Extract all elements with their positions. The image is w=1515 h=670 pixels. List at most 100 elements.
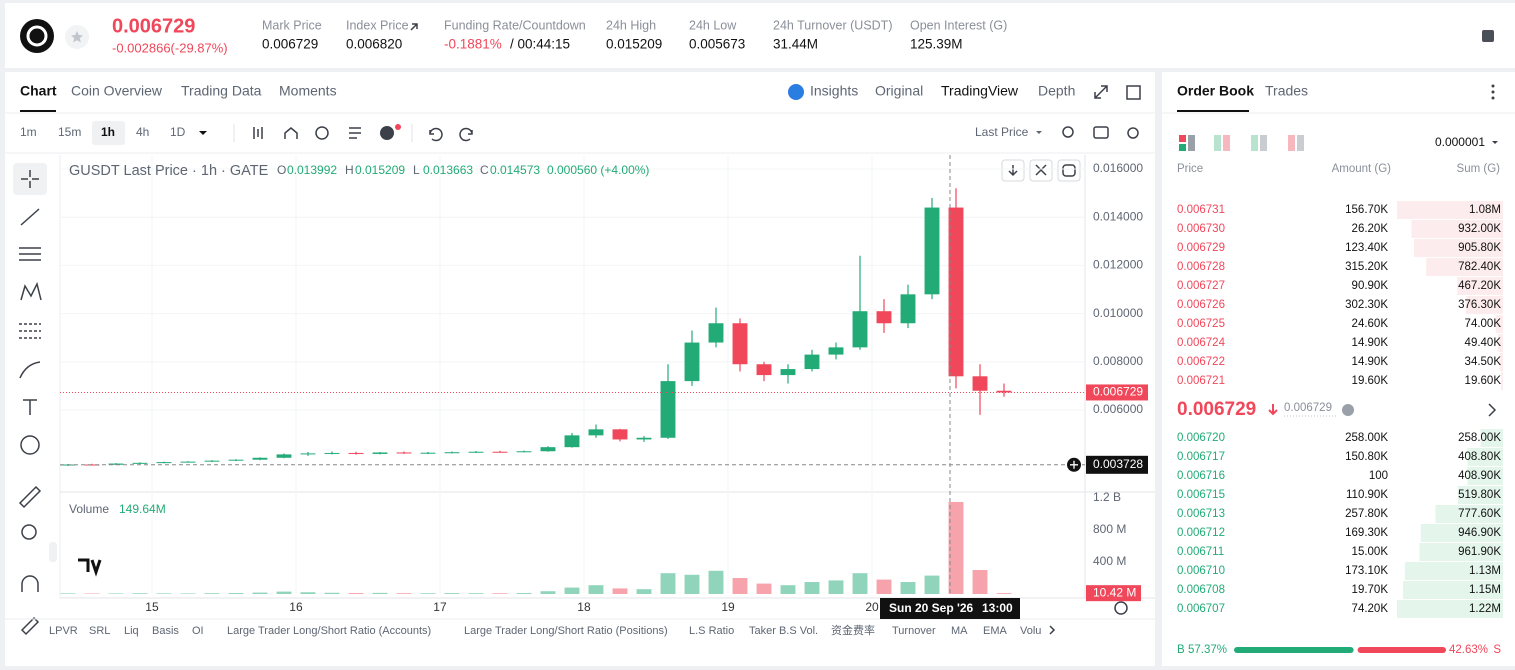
view-tab[interactable]: Original [875, 83, 923, 99]
volume-bar [804, 581, 820, 594]
book-sum: 19.60K [1465, 375, 1502, 387]
indicator[interactable]: Liq [124, 625, 139, 637]
notes-icon[interactable] [1482, 30, 1494, 42]
view-tab[interactable]: TradingView [941, 83, 1019, 99]
fib-tool[interactable] [19, 247, 41, 261]
book-sum: 408.80K [1458, 451, 1501, 463]
fullscreen-icon[interactable] [1094, 85, 1108, 99]
interval[interactable]: 1D [170, 125, 186, 139]
magnet-tool[interactable] [21, 575, 39, 592]
book-sum: 905.80K [1458, 242, 1501, 254]
indicator[interactable]: Large Trader Long/Short Ratio (Positions… [464, 625, 668, 637]
view-alt[interactable] [1288, 135, 1295, 151]
volume-tick-label: 800 M [1093, 522, 1126, 536]
redo-icon[interactable] [459, 127, 473, 142]
stat-label: 24h High [606, 18, 656, 32]
view-both-ask[interactable] [1179, 135, 1186, 142]
view-bids[interactable] [1214, 135, 1221, 151]
reset-button[interactable] [1057, 159, 1081, 182]
template-icon[interactable] [349, 127, 361, 139]
undo-icon[interactable] [429, 127, 443, 142]
pattern-tool[interactable] [20, 281, 42, 301]
price-source[interactable]: Last Price [975, 125, 1029, 139]
measure-tool[interactable] [18, 485, 42, 509]
book-sum: 1.08M [1469, 204, 1501, 216]
interval-dropdown[interactable] [199, 131, 207, 135]
zoom-tool[interactable] [21, 524, 37, 540]
indicator[interactable]: L.S Ratio [689, 625, 734, 637]
chart-tab[interactable]: Trading Data [181, 83, 262, 99]
depth-bar [1403, 581, 1503, 599]
indicator[interactable]: SRL [89, 625, 110, 637]
trendline-tool[interactable] [20, 208, 40, 226]
mid-more[interactable] [1488, 403, 1497, 417]
precision[interactable]: 0.000001 [1435, 135, 1485, 149]
price-source-caret[interactable] [1036, 131, 1042, 134]
indicator[interactable]: Volu [1020, 625, 1041, 637]
stat-label: 24h Low [689, 18, 737, 32]
view-tab[interactable]: Insights [810, 83, 858, 99]
view-asks[interactable] [1251, 135, 1258, 151]
depth-bar [1404, 562, 1503, 580]
book-price: 0.006712 [1177, 527, 1225, 539]
indicator[interactable]: Basis [152, 625, 179, 637]
precision-caret[interactable] [1492, 141, 1498, 144]
projection-tool[interactable] [19, 323, 41, 339]
axis-settings-icon[interactable] [1114, 601, 1128, 615]
candle-body [732, 323, 748, 365]
brush-tool[interactable] [19, 361, 41, 379]
indicator[interactable]: Large Trader Long/Short Ratio (Accounts) [227, 625, 431, 637]
volume-bar [612, 588, 628, 594]
indicator-more[interactable] [1049, 625, 1056, 635]
indicator[interactable]: Turnover [892, 625, 936, 637]
add-icon[interactable] [380, 126, 394, 140]
crosshair-tool[interactable] [21, 170, 39, 188]
interval[interactable]: 1h [101, 125, 115, 139]
indicator[interactable]: EMA [983, 625, 1008, 637]
volume-bar [276, 591, 292, 594]
candle-body [228, 459, 244, 461]
indicator[interactable]: Taker B.S Vol. [749, 625, 818, 637]
candle-body [108, 463, 124, 465]
text-tool[interactable] [23, 399, 37, 415]
header-panel [5, 3, 1515, 68]
interval[interactable]: 1m [20, 125, 37, 139]
last-price-tag [1086, 384, 1148, 401]
volume-bar [108, 593, 124, 594]
chart-tab[interactable]: Coin Overview [71, 83, 163, 99]
search-icon[interactable] [1062, 126, 1074, 138]
book-amount: 169.30K [1345, 527, 1388, 539]
candle-body [924, 207, 940, 295]
buy-ratio: 57.37% [1188, 644, 1227, 656]
interval[interactable]: 15m [58, 125, 81, 139]
book-tab[interactable]: Order Book [1177, 83, 1254, 99]
view-both-bid[interactable] [1179, 144, 1186, 151]
view-tab[interactable]: Depth [1038, 83, 1075, 99]
chart-tab[interactable]: Chart [20, 83, 57, 99]
indicator[interactable]: 资金费率 [831, 623, 875, 637]
window-icon[interactable] [1126, 85, 1141, 100]
indicator[interactable]: LPVR [49, 625, 78, 637]
chart-legend-title: GUSDT Last Price · 1h · GATE [69, 163, 269, 179]
volume-bar [420, 593, 436, 594]
index-link-icon[interactable] [410, 23, 418, 31]
collapse-toolbar[interactable] [49, 542, 57, 562]
indicator[interactable]: OI [192, 625, 204, 637]
snapshot-icon[interactable] [1093, 126, 1109, 139]
candle-type-icon[interactable] [253, 127, 263, 139]
stat-value: 0.005673 [689, 37, 745, 52]
compare-icon[interactable] [315, 126, 329, 140]
volume-bar [156, 593, 172, 594]
stat-value: 0.015209 [606, 37, 662, 52]
indicator-icon[interactable] [284, 127, 298, 139]
book-price: 0.006722 [1177, 356, 1225, 368]
settings-icon[interactable] [1127, 127, 1139, 139]
lock-tool[interactable] [20, 616, 40, 636]
chart-tab[interactable]: Moments [279, 83, 337, 99]
book-tab[interactable]: Trades [1265, 83, 1308, 99]
emoji-tool[interactable] [20, 435, 40, 455]
interval[interactable]: 4h [136, 125, 149, 139]
candle-body [780, 369, 796, 376]
buy-ratio-bar [1234, 647, 1354, 653]
indicator[interactable]: MA [951, 625, 968, 637]
